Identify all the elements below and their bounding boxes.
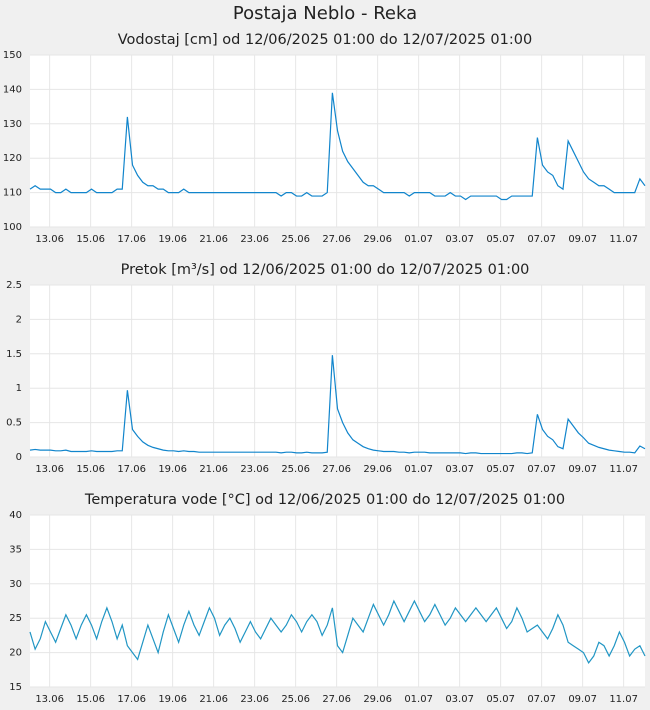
x-tick-label: 15.06 [76,464,105,475]
x-tick-label: 19.06 [158,234,187,245]
chart-subtitle: Pretok [m³/s] od 12/06/2025 01:00 do 12/… [121,262,530,278]
chart-subtitle: Temperatura vode [°C] od 12/06/2025 01:0… [84,492,565,508]
x-tick-label: 27.06 [322,694,351,705]
x-tick-label: 07.07 [527,464,556,475]
y-tick-label: 20 [9,648,22,659]
y-tick-label: 2.5 [6,280,22,291]
x-tick-label: 05.07 [486,694,515,705]
y-tick-label: 120 [3,153,22,164]
x-tick-label: 15.06 [76,234,105,245]
y-tick-label: 2 [16,314,22,325]
y-tick-label: 40 [9,510,22,521]
y-tick-label: 25 [9,613,22,624]
x-tick-label: 15.06 [76,694,105,705]
x-tick-label: 25.06 [281,234,310,245]
y-tick-label: 35 [9,544,22,555]
plot-area [30,515,645,687]
x-tick-label: 11.07 [609,694,638,705]
x-tick-label: 07.07 [527,694,556,705]
y-tick-label: 100 [3,222,22,233]
x-tick-label: 17.06 [117,464,146,475]
x-tick-label: 11.07 [609,234,638,245]
x-tick-label: 21.06 [199,464,228,475]
x-tick-label: 13.06 [35,694,64,705]
x-tick-label: 01.07 [404,694,433,705]
data-line [29,92,646,201]
y-tick-label: 1 [16,383,22,394]
x-tick-label: 05.07 [486,464,515,475]
x-tick-label: 01.07 [404,464,433,475]
data-line [29,599,646,665]
x-tick-label: 09.07 [568,464,597,475]
x-tick-label: 13.06 [35,464,64,475]
x-tick-label: 01.07 [404,234,433,245]
x-tick-label: 09.07 [568,234,597,245]
y-tick-label: 1.5 [6,349,22,360]
x-tick-label: 09.07 [568,694,597,705]
x-tick-label: 23.06 [240,694,269,705]
y-tick-label: 0.5 [6,418,22,429]
y-tick-label: 30 [9,579,22,590]
x-tick-label: 13.06 [35,234,64,245]
x-tick-label: 23.06 [240,234,269,245]
y-tick-label: 150 [3,50,22,61]
x-tick-label: 07.07 [527,234,556,245]
y-tick-label: 140 [3,84,22,95]
y-tick-label: 130 [3,119,22,130]
x-tick-label: 05.07 [486,234,515,245]
x-tick-label: 25.06 [281,694,310,705]
x-tick-label: 03.07 [445,694,474,705]
x-tick-label: 29.06 [363,694,392,705]
y-tick-label: 110 [3,188,22,199]
x-tick-label: 29.06 [363,234,392,245]
chart-subtitle: Vodostaj [cm] od 12/06/2025 01:00 do 12/… [118,32,532,48]
plot-area [30,55,645,227]
x-tick-label: 03.07 [445,464,474,475]
x-tick-label: 23.06 [240,464,269,475]
y-tick-label: 0 [16,452,22,463]
x-tick-label: 27.06 [322,464,351,475]
y-tick-label: 15 [9,682,22,693]
x-tick-label: 03.07 [445,234,474,245]
x-tick-label: 19.06 [158,464,187,475]
x-tick-label: 17.06 [117,694,146,705]
x-tick-label: 27.06 [322,234,351,245]
x-tick-label: 19.06 [158,694,187,705]
data-line [29,355,646,455]
x-tick-label: 25.06 [281,464,310,475]
x-tick-label: 29.06 [363,464,392,475]
x-tick-label: 21.06 [199,694,228,705]
x-tick-label: 21.06 [199,234,228,245]
plot-area [30,285,645,457]
page-title: Postaja Neblo - Reka [233,3,417,24]
x-tick-label: 11.07 [609,464,638,475]
x-tick-label: 17.06 [117,234,146,245]
